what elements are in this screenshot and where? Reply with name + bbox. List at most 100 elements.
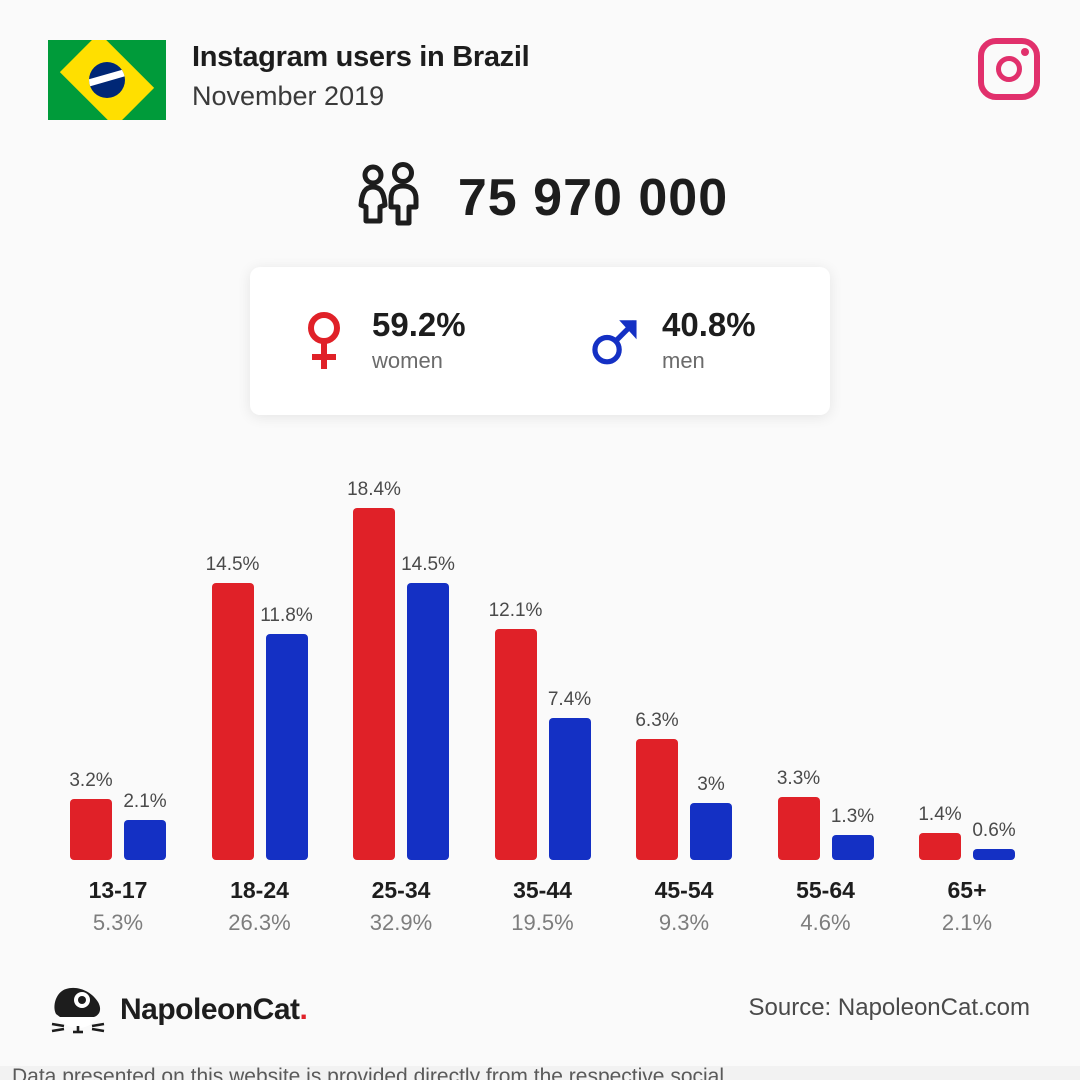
age-group-label: 35-44 — [513, 877, 572, 903]
bar-women-55-64[interactable]: 3.3% — [777, 768, 820, 860]
bar-men-35-44[interactable]: 7.4% — [548, 689, 591, 860]
bar-rect — [831, 835, 874, 860]
napoleoncat-brand: NapoleonCat. — [48, 984, 308, 1036]
gender-text-men: 40.8% men — [662, 305, 756, 377]
age-group-total: 32.9% — [369, 910, 433, 935]
male-symbol-icon — [592, 320, 637, 365]
bar-value-label: 6.3% — [635, 710, 679, 731]
bar-rect — [407, 583, 449, 860]
bar-rect — [265, 634, 308, 860]
age-group-label: 25-34 — [371, 877, 431, 903]
bar-value-label: 7.4% — [547, 689, 592, 710]
bar-value-label: 1.4% — [918, 804, 962, 825]
age-group-45-54: 6.3% 3% 45-54 9.3% — [614, 440, 754, 940]
bar-men-13-17[interactable]: 2.1% — [123, 791, 167, 860]
instagram-lens — [996, 56, 1022, 82]
bar-rect — [973, 849, 1015, 860]
age-group-label: 55-64 — [796, 877, 855, 903]
disclaimer-text: Data presented on this website is provid… — [12, 1066, 725, 1080]
bar-women-35-44[interactable]: 12.1% — [489, 600, 542, 860]
page-title: Instagram users in Brazil — [192, 41, 530, 73]
men-percent: 40.8% — [662, 306, 756, 343]
age-group-total: 4.6% — [800, 910, 851, 935]
flag-globe — [89, 62, 125, 98]
people-icon — [358, 162, 419, 226]
age-group-label: 13-17 — [88, 877, 148, 903]
bar-men-65+[interactable]: 0.6% — [972, 820, 1016, 860]
bar-men-45-54[interactable]: 3% — [690, 774, 732, 860]
bar-men-18-24[interactable]: 11.8% — [260, 605, 313, 860]
brand-name-text: NapoleonCat — [120, 993, 300, 1026]
disclaimer-band: Data presented on this website is provid… — [0, 1066, 1080, 1080]
bar-pair: 6.3% 3% — [614, 440, 754, 860]
bar-rect — [919, 833, 961, 860]
age-group-13-17: 3.2% 2.1% 13-17 5.3% — [48, 440, 188, 940]
age-group-18-24: 14.5% 11.8% 18-24 26.3% — [190, 440, 330, 940]
bar-rect — [548, 718, 591, 860]
napoleoncat-cat-icon — [51, 987, 105, 1034]
age-group-total: 26.3% — [228, 910, 291, 935]
bar-value-label: 2.1% — [123, 791, 167, 812]
header: Instagram users in Brazil November 2019 — [48, 38, 1040, 128]
bar-value-label: 3.3% — [776, 768, 821, 789]
bar-rect — [690, 803, 732, 860]
page-subtitle: November 2019 — [192, 81, 385, 111]
bar-value-label: 14.5% — [401, 554, 455, 575]
bar-pair: 3.3% 1.3% — [756, 440, 896, 860]
bar-women-13-17[interactable]: 3.2% — [69, 770, 113, 860]
age-distribution-chart: 3.2% 2.1% 13-17 5.3% 14.5% 11.8% 18-24 26.3% 18.… — [0, 440, 1080, 940]
title-block: Instagram users in Brazil November 2019 — [192, 38, 530, 116]
age-group-label: 18-24 — [230, 877, 289, 903]
bar-value-label: 3% — [697, 774, 725, 795]
bar-value-label: 1.3% — [830, 806, 875, 827]
instagram-icon — [978, 38, 1040, 100]
flag-band — [89, 67, 125, 88]
bar-women-18-24[interactable]: 14.5% — [206, 554, 259, 860]
bar-pair: 12.1% 7.4% — [473, 440, 613, 860]
total-users-value: 75 970 000 — [457, 169, 729, 227]
bar-value-label: 11.8% — [260, 605, 313, 626]
bar-pair: 18.4% 14.5% — [331, 440, 471, 860]
bar-women-45-54[interactable]: 6.3% — [635, 710, 679, 860]
bar-value-label: 14.5% — [205, 554, 260, 575]
bar-women-65+[interactable]: 1.4% — [918, 804, 962, 860]
bar-rect — [124, 820, 166, 860]
age-group-total: 9.3% — [658, 910, 710, 935]
total-users-row: 75 970 000 — [0, 152, 1080, 244]
age-group-35-44: 12.1% 7.4% 35-44 19.5% — [473, 440, 613, 940]
footer: NapoleonCat. Source: NapoleonCat.com — [0, 984, 1080, 1044]
age-group-55-64: 3.3% 1.3% 55-64 4.6% — [756, 440, 896, 940]
brand-name: NapoleonCat. — [120, 993, 308, 1027]
women-label: women — [372, 348, 443, 373]
bar-women-25-34[interactable]: 18.4% — [347, 479, 401, 860]
female-symbol-icon — [308, 312, 340, 369]
women-percent: 59.2% — [372, 306, 466, 343]
bar-rect — [494, 629, 537, 860]
brand-name-dot: . — [299, 993, 308, 1026]
age-group-total: 2.1% — [941, 910, 993, 935]
gender-block-men: 40.8% men — [540, 305, 830, 377]
bar-rect — [353, 508, 395, 860]
bar-rect — [211, 583, 254, 860]
bar-men-55-64[interactable]: 1.3% — [831, 806, 874, 860]
bar-value-label: 0.6% — [972, 820, 1016, 841]
age-group-25-34: 18.4% 14.5% 25-34 32.9% — [331, 440, 471, 940]
brazil-flag-icon — [48, 40, 166, 120]
age-group-total: 19.5% — [511, 910, 574, 935]
bar-men-25-34[interactable]: 14.5% — [401, 554, 455, 860]
bar-value-label: 12.1% — [488, 600, 543, 621]
age-group-total: 5.3% — [92, 910, 144, 935]
bar-value-label: 18.4% — [347, 479, 401, 500]
bar-rect — [70, 799, 112, 860]
gender-text-women: 59.2% women — [372, 305, 466, 377]
age-group-65+: 1.4% 0.6% 65+ 2.1% — [897, 440, 1037, 940]
bar-rect — [777, 797, 820, 860]
gender-block-women: 59.2% women — [250, 305, 540, 377]
bar-pair: 1.4% 0.6% — [897, 440, 1037, 860]
bar-rect — [636, 739, 678, 860]
age-group-label: 45-54 — [654, 877, 714, 903]
bar-pair: 14.5% 11.8% — [190, 440, 330, 860]
source-label: Source: NapoleonCat.com — [748, 994, 1030, 1021]
men-label: men — [662, 348, 705, 373]
bar-pair: 3.2% 2.1% — [48, 440, 188, 860]
